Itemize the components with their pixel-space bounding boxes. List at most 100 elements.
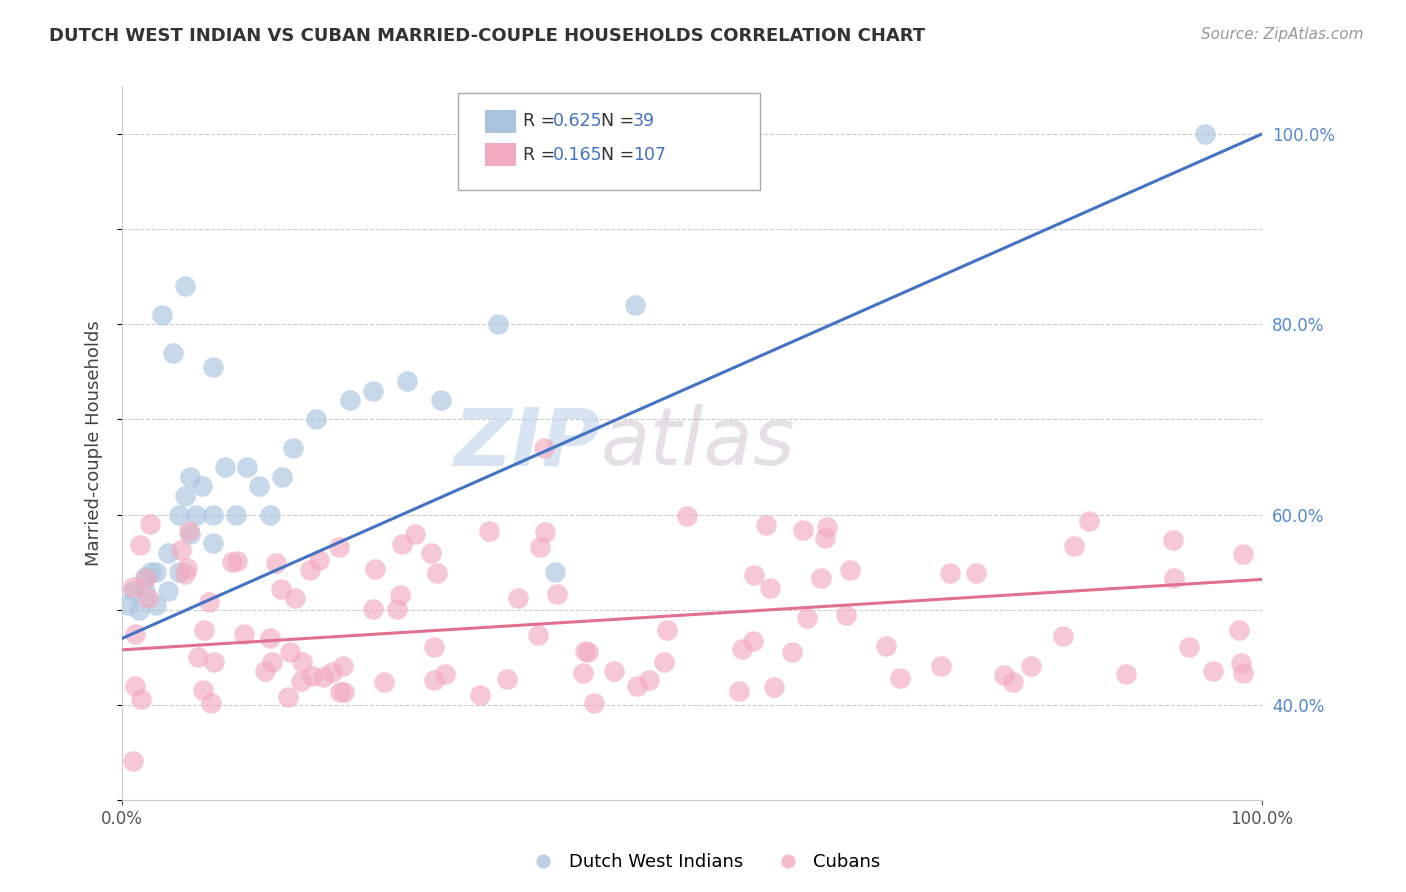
Point — [226, 554, 249, 568]
Point — [624, 298, 647, 312]
Point — [758, 581, 780, 595]
Point — [122, 583, 145, 598]
Point — [1178, 640, 1201, 655]
Point — [179, 526, 201, 541]
Point — [291, 656, 314, 670]
Point — [727, 684, 749, 698]
Point — [150, 308, 173, 322]
Point — [162, 346, 184, 360]
Point — [136, 591, 159, 605]
Point — [1021, 659, 1043, 673]
Point — [574, 644, 596, 658]
Point — [145, 565, 167, 579]
Point — [426, 566, 449, 580]
Point — [247, 479, 270, 493]
Point — [173, 279, 195, 293]
Point — [1002, 675, 1025, 690]
Point — [145, 598, 167, 612]
Point — [993, 667, 1015, 681]
Point — [191, 682, 214, 697]
Point — [939, 566, 962, 580]
Legend: Dutch West Indians, Cubans: Dutch West Indians, Cubans — [519, 847, 887, 879]
Point — [308, 553, 330, 567]
Point — [264, 556, 287, 570]
Point — [277, 690, 299, 704]
Point — [815, 520, 838, 534]
Point — [478, 524, 501, 538]
Point — [301, 669, 323, 683]
Point — [129, 691, 152, 706]
Point — [889, 671, 911, 685]
Point — [236, 460, 259, 475]
Point — [122, 580, 145, 594]
Text: 107: 107 — [633, 146, 666, 164]
Point — [792, 523, 814, 537]
Point — [814, 531, 837, 545]
Text: N =: N = — [600, 112, 634, 130]
Point — [202, 508, 225, 522]
Point — [526, 627, 548, 641]
Point — [278, 645, 301, 659]
Text: R =: R = — [523, 112, 555, 130]
Point — [387, 602, 409, 616]
Point — [254, 664, 277, 678]
Point — [929, 659, 952, 673]
Point — [388, 588, 411, 602]
FancyBboxPatch shape — [458, 94, 761, 190]
Point — [193, 623, 215, 637]
Point — [298, 563, 321, 577]
Point — [173, 489, 195, 503]
Point — [312, 670, 335, 684]
Point — [546, 587, 568, 601]
Point — [875, 640, 897, 654]
Point — [135, 571, 157, 585]
Point — [582, 696, 605, 710]
Point — [281, 441, 304, 455]
Point — [364, 562, 387, 576]
Text: 39: 39 — [633, 112, 655, 130]
Point — [176, 561, 198, 575]
Point — [780, 645, 803, 659]
Point — [177, 524, 200, 539]
Point — [533, 441, 555, 455]
Point — [139, 565, 162, 579]
Point — [396, 375, 419, 389]
Point — [134, 583, 156, 598]
Point — [1163, 571, 1185, 585]
Point — [741, 634, 763, 648]
Text: 0.625: 0.625 — [553, 112, 603, 130]
Point — [1052, 630, 1074, 644]
Point — [571, 665, 593, 680]
Point — [495, 672, 517, 686]
Point — [214, 460, 236, 475]
Point — [259, 632, 281, 646]
Point — [420, 545, 443, 559]
Point — [486, 318, 509, 332]
Point — [134, 569, 156, 583]
Point — [1194, 127, 1216, 141]
Point — [290, 674, 312, 689]
Point — [124, 627, 146, 641]
Point — [270, 582, 292, 596]
Point — [1163, 533, 1185, 547]
Point — [1115, 667, 1137, 681]
Point — [1063, 539, 1085, 553]
Point — [423, 673, 446, 688]
Point — [197, 595, 219, 609]
Text: R =: R = — [523, 146, 555, 164]
Point — [202, 360, 225, 375]
Point — [339, 393, 361, 408]
Point — [179, 469, 201, 483]
Point — [391, 537, 413, 551]
Point — [754, 518, 776, 533]
Point — [1232, 666, 1254, 681]
Text: ZIP: ZIP — [454, 404, 600, 483]
Point — [655, 624, 678, 638]
Point — [169, 542, 191, 557]
Point — [1201, 664, 1223, 678]
Text: N =: N = — [600, 146, 634, 164]
Point — [329, 684, 352, 698]
Point — [139, 516, 162, 531]
Point — [200, 696, 222, 710]
Point — [676, 508, 699, 523]
